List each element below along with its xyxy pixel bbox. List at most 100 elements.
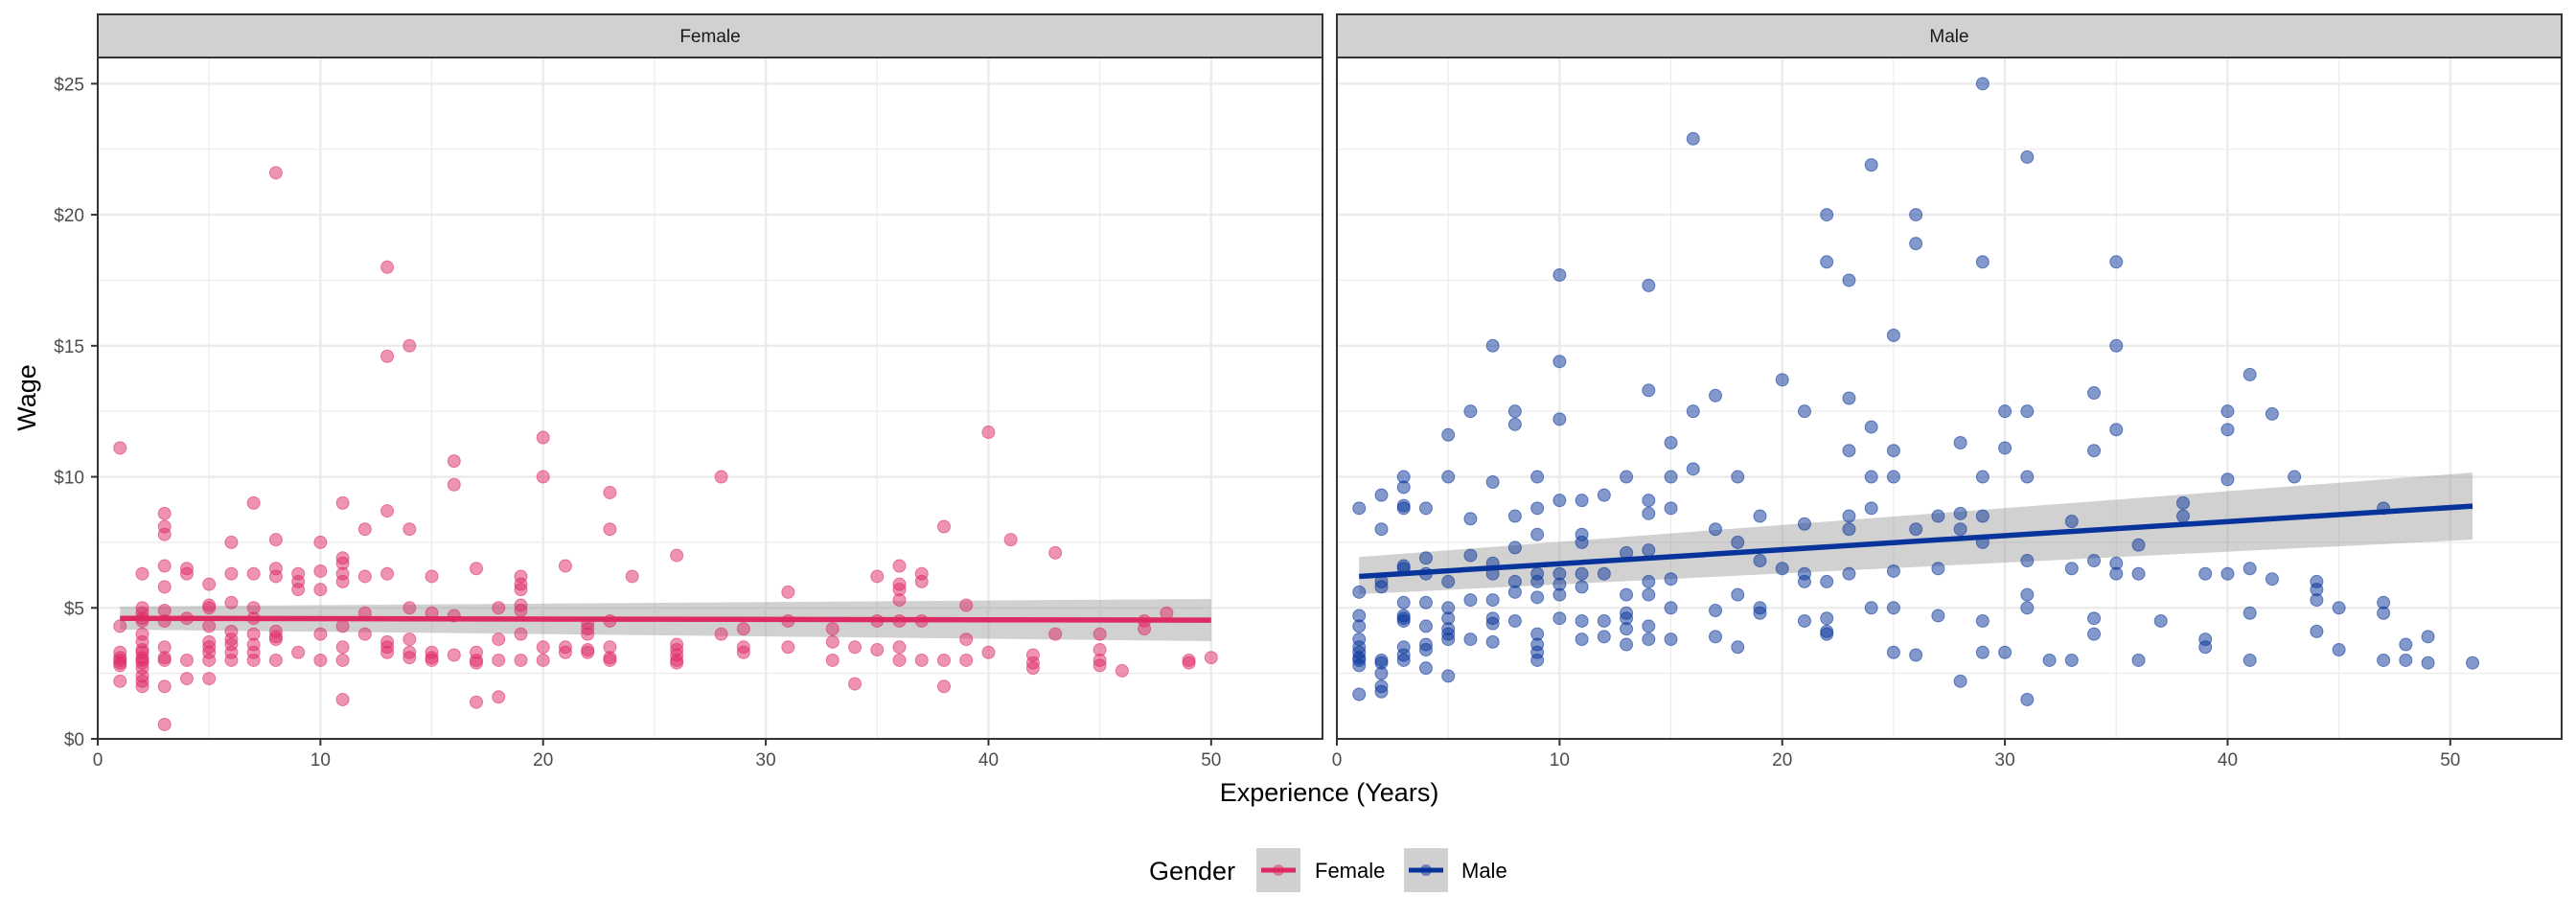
data-point [514, 653, 528, 667]
data-point [2042, 653, 2057, 667]
data-point [892, 653, 907, 667]
data-point [1485, 338, 1500, 353]
data-point [1797, 404, 1811, 419]
x-tick-label: 40 [978, 750, 999, 770]
data-point [1463, 632, 1478, 647]
data-point [1909, 208, 1923, 222]
data-point [1820, 255, 1834, 269]
data-point [1686, 131, 1700, 146]
data-point [402, 651, 417, 665]
data-point [2109, 255, 2124, 269]
data-point [581, 645, 595, 659]
data-point [1909, 237, 1923, 251]
data-point [313, 627, 328, 641]
data-point [1731, 470, 1745, 484]
data-point [313, 653, 328, 667]
data-point [1797, 574, 1811, 588]
data-point [1842, 566, 1856, 581]
data-point [670, 548, 684, 563]
data-point [224, 566, 239, 581]
data-point [981, 645, 996, 659]
data-point [157, 506, 172, 520]
y-tick-label: $10 [54, 469, 84, 489]
data-point [1998, 441, 2012, 455]
data-point [558, 559, 572, 573]
x-tick-label: 30 [756, 750, 776, 770]
data-point [2087, 611, 2102, 626]
data-point [380, 566, 395, 581]
legend: Gender Female Male [1149, 848, 1507, 892]
data-point [202, 619, 217, 633]
data-point [113, 441, 127, 455]
data-point [892, 559, 907, 573]
legend-item-female[interactable]: Female [1256, 848, 1385, 892]
data-point [2265, 572, 2279, 586]
x-axis-ticks-female: 0 10 20 30 40 50 [93, 739, 1221, 770]
data-point [1575, 580, 1589, 594]
x-axis-title: Experience (Years) [1220, 778, 1439, 807]
data-point [1731, 535, 1745, 549]
data-point [1048, 545, 1063, 560]
data-point [1396, 653, 1411, 667]
data-point [224, 653, 239, 667]
data-point [1352, 585, 1367, 599]
data-point [2310, 624, 2324, 638]
data-point [1418, 619, 1433, 633]
data-point [1820, 627, 1834, 641]
data-point [2175, 495, 2190, 510]
data-point [959, 632, 974, 647]
data-point [2109, 566, 2124, 581]
data-point [2377, 653, 2391, 667]
data-point [1620, 637, 1634, 652]
data-point [1092, 627, 1107, 641]
x-tick-label: 0 [93, 750, 104, 770]
data-point [425, 653, 439, 667]
data-point [1092, 658, 1107, 673]
data-point [425, 569, 439, 584]
data-point [335, 640, 350, 655]
data-point [380, 645, 395, 659]
data-point [246, 495, 261, 510]
data-point [670, 656, 684, 670]
data-point [2198, 566, 2213, 581]
data-point [1418, 501, 1433, 516]
data-point [1418, 661, 1433, 676]
data-point [2466, 656, 2480, 670]
data-point [536, 470, 550, 484]
data-point [492, 653, 506, 667]
legend-item-male[interactable]: Male [1404, 848, 1507, 892]
x-axis-ticks-male: 0 10 20 30 40 50 [1332, 739, 2460, 770]
data-point [1709, 630, 1723, 644]
data-point [1664, 470, 1678, 484]
data-point [313, 535, 328, 549]
data-point [2198, 640, 2213, 655]
data-point [1374, 580, 1389, 594]
data-point [1709, 604, 1723, 618]
data-point [514, 627, 528, 641]
data-point [1975, 77, 1990, 91]
data-point [313, 583, 328, 597]
data-point [1642, 278, 1656, 292]
data-point [1552, 494, 1567, 508]
data-point [959, 653, 974, 667]
data-point [157, 653, 172, 667]
data-point [1753, 606, 1767, 620]
data-point [1374, 684, 1389, 699]
data-point [1664, 632, 1678, 647]
data-point [2087, 386, 2102, 401]
data-point [1204, 651, 1218, 665]
data-point [402, 601, 417, 615]
data-point [1931, 562, 1945, 576]
data-point [291, 645, 306, 659]
data-point [1975, 509, 1990, 523]
data-point [2421, 656, 2435, 670]
data-point [2242, 653, 2257, 667]
data-point [870, 569, 885, 584]
data-point [603, 522, 617, 537]
data-point [1396, 613, 1411, 628]
data-point [470, 562, 484, 576]
data-point [1352, 658, 1367, 673]
data-point [2220, 472, 2235, 487]
data-point [113, 674, 127, 688]
